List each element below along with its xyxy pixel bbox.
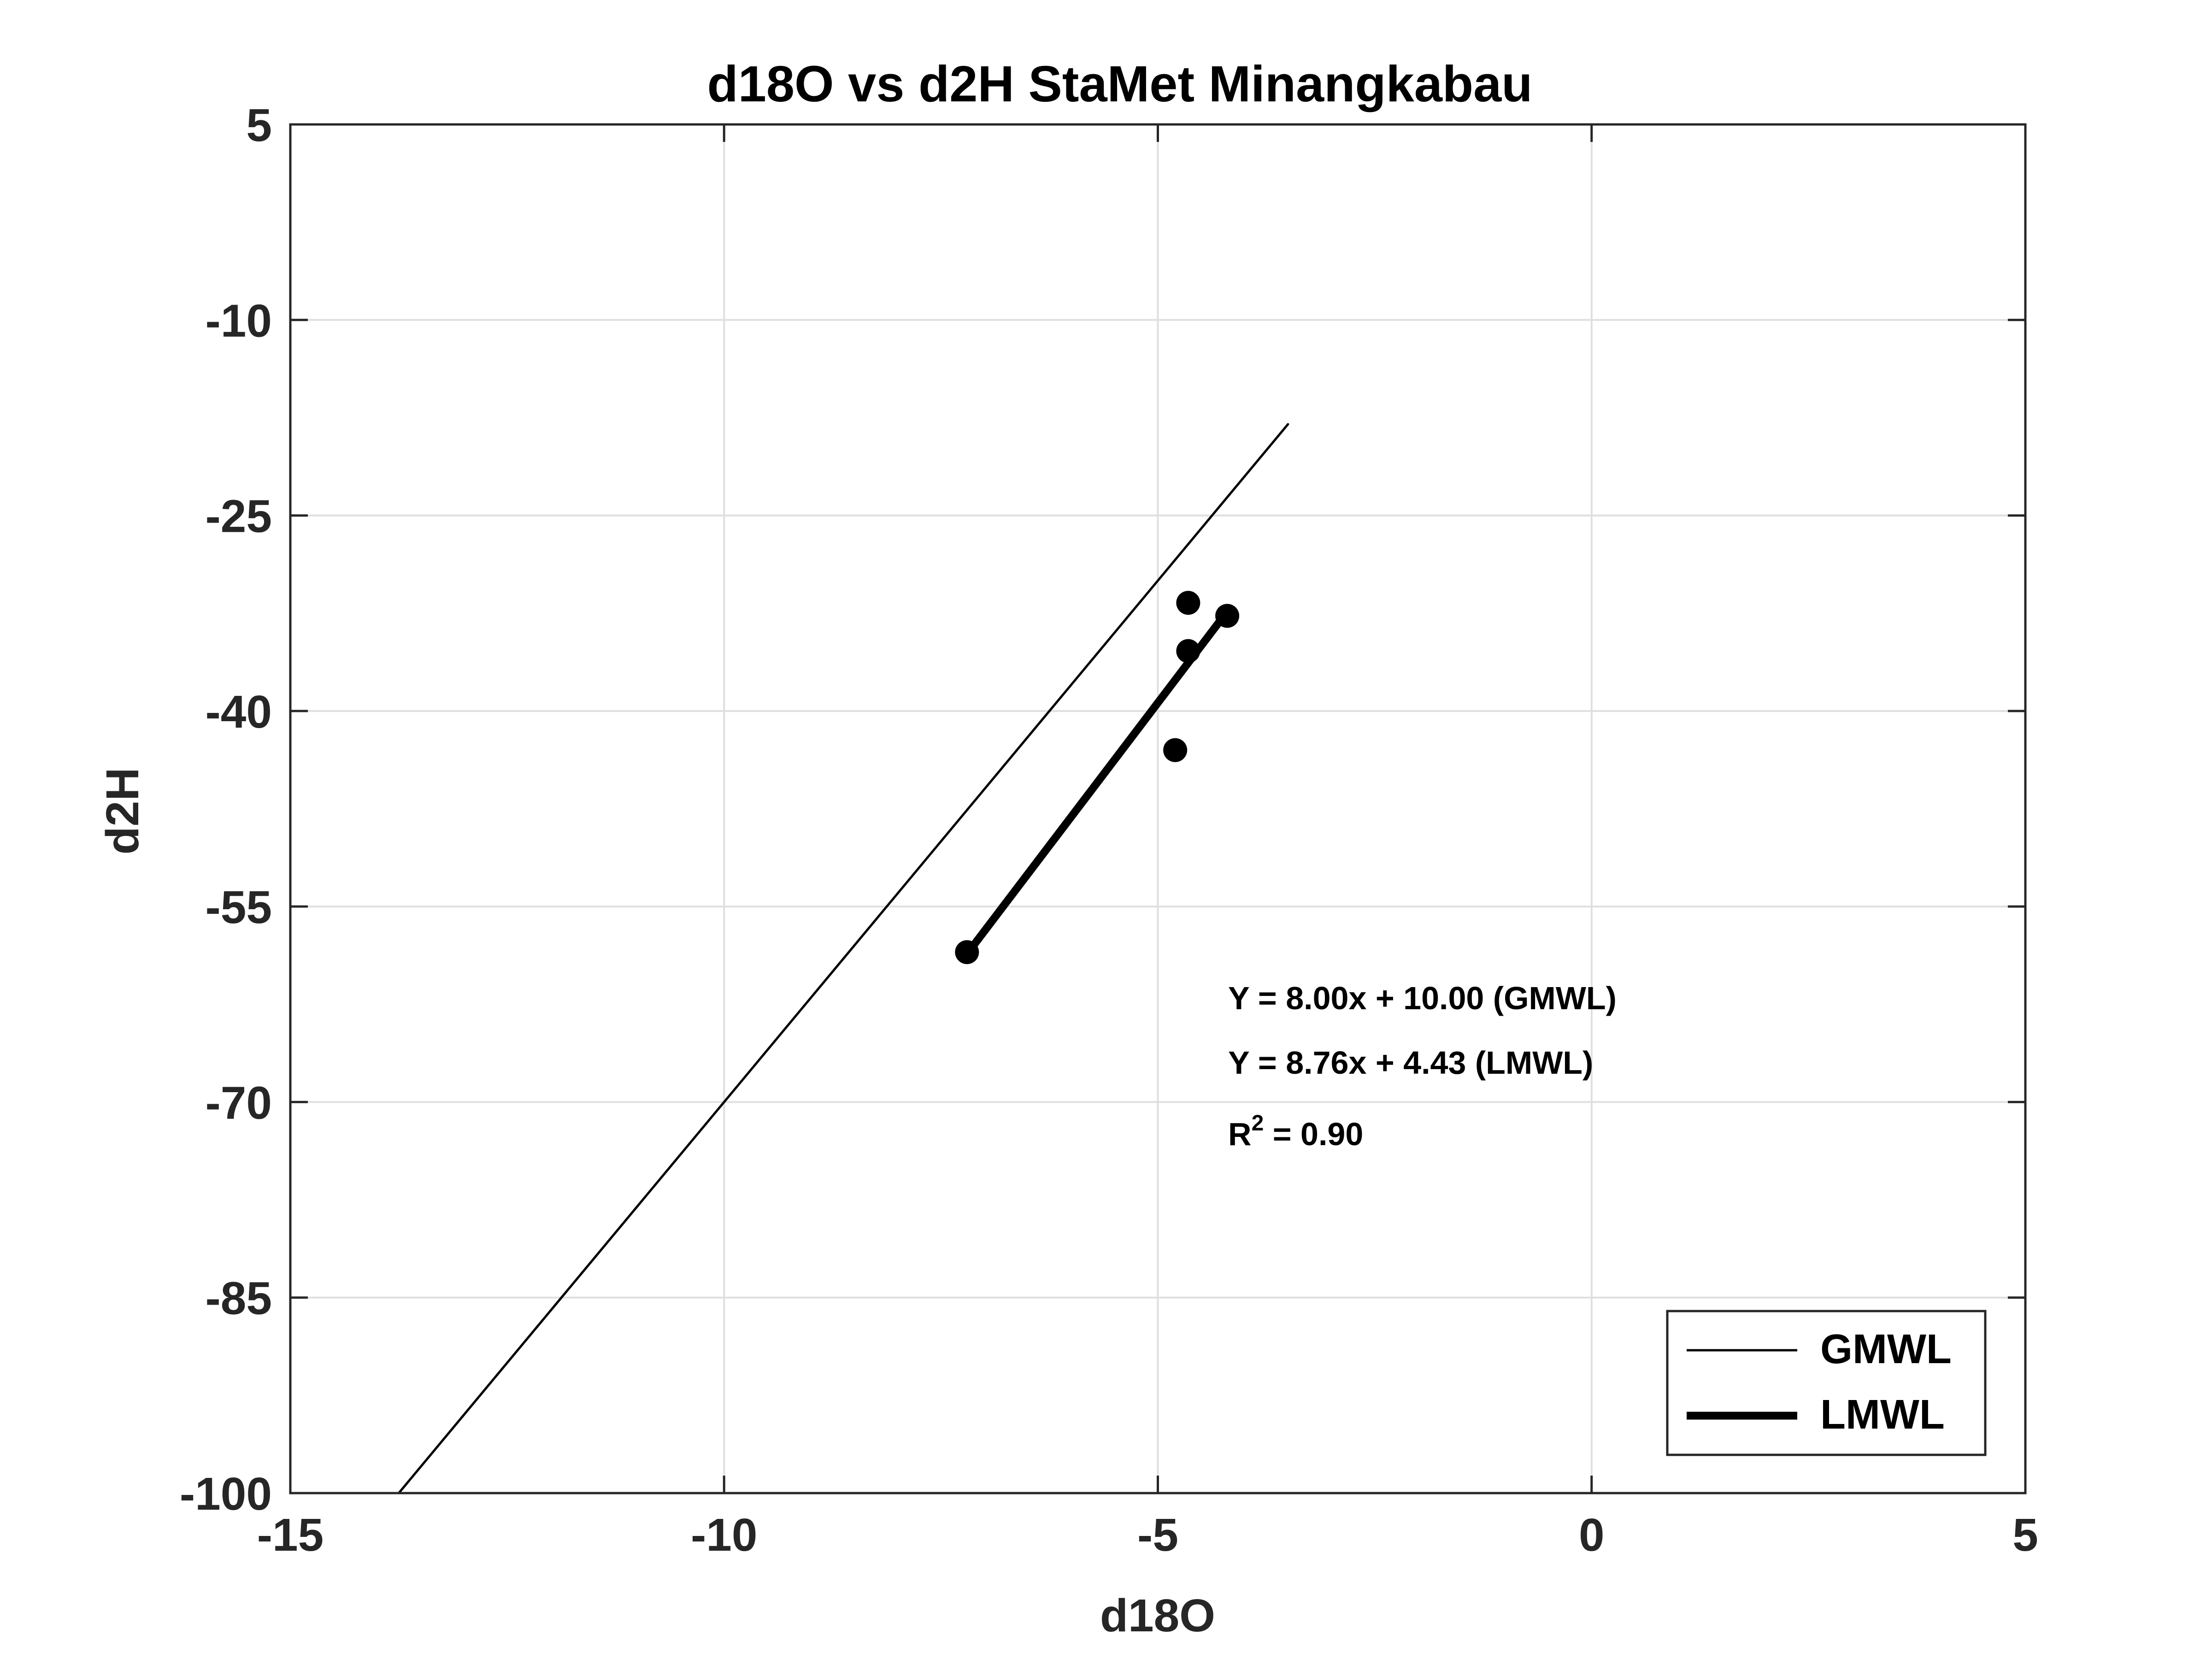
y-tick-label: -100: [180, 1468, 272, 1520]
lmwl-equation: Y = 8.76x + 4.43 (LMWL): [1228, 1045, 1593, 1081]
y-tick-label: -40: [205, 686, 272, 738]
data-points: [955, 591, 1240, 965]
gmwl-equation: Y = 8.00x + 10.00 (GMWL): [1228, 980, 1617, 1016]
data-point: [1215, 604, 1240, 628]
y-tick-labels: -100 -85 -70 -55 -40 -25 -10 5: [180, 100, 272, 1520]
data-point: [1176, 591, 1200, 615]
y-axis-label: d2H: [97, 768, 148, 855]
chart-title: d18O vs d2H StaMet Minangkabau: [707, 56, 1533, 112]
data-point: [1176, 639, 1200, 663]
x-axis-label: d18O: [1100, 1590, 1215, 1641]
axis-ticks: [289, 123, 2027, 1494]
x-tick-labels: -15 -10 -5 0 5: [257, 1509, 2038, 1561]
r2-suffix: = 0.90: [1264, 1116, 1363, 1152]
y-tick-label: -55: [205, 882, 272, 933]
x-tick-label: -5: [1137, 1509, 1178, 1561]
legend-gmwl-label: GMWL: [1820, 1326, 1952, 1372]
r2-annotation: R2 = 0.90: [1228, 1111, 1363, 1152]
y-tick-label: 5: [246, 100, 272, 151]
y-tick-label: -85: [205, 1273, 272, 1324]
legend-lmwl-label: LMWL: [1820, 1392, 1945, 1438]
legend-box: [1666, 1310, 1987, 1456]
legend: GMWL LMWL: [1666, 1310, 1987, 1456]
x-tick-label: 0: [1579, 1509, 1605, 1561]
gmwl-line: [397, 423, 1289, 1494]
y-tick-label: -10: [205, 295, 272, 347]
r2-prefix: R: [1228, 1116, 1252, 1152]
r2-superscript: 2: [1252, 1111, 1264, 1135]
fit-lines: [397, 423, 1289, 1494]
x-tick-label: -15: [257, 1509, 324, 1561]
data-point: [955, 940, 979, 965]
x-tick-label: -10: [691, 1509, 758, 1561]
annotations: Y = 8.00x + 10.00 (GMWL) Y = 8.76x + 4.4…: [1228, 980, 1617, 1152]
y-tick-label: -25: [205, 491, 272, 542]
y-tick-label: -70: [205, 1077, 272, 1129]
lmwl-line: [963, 607, 1231, 958]
x-tick-label: 5: [2012, 1509, 2038, 1561]
data-point: [1163, 738, 1188, 762]
grid: [289, 124, 2026, 1494]
